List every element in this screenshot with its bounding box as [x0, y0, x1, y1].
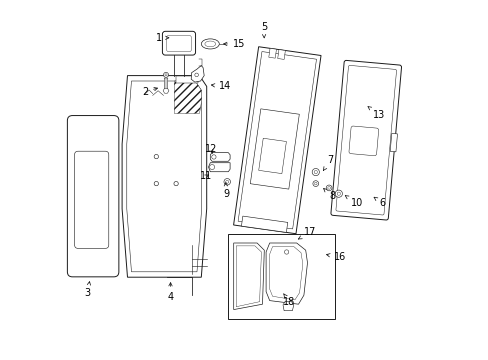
Text: 13: 13	[367, 107, 385, 120]
FancyBboxPatch shape	[162, 31, 195, 55]
Text: 8: 8	[323, 189, 335, 201]
Text: 16: 16	[326, 252, 346, 262]
Text: 17: 17	[298, 227, 316, 239]
Polygon shape	[210, 153, 230, 161]
Circle shape	[312, 181, 318, 186]
Polygon shape	[122, 76, 206, 277]
Text: 18: 18	[283, 294, 295, 307]
FancyBboxPatch shape	[348, 126, 378, 156]
Polygon shape	[174, 81, 201, 113]
FancyBboxPatch shape	[335, 66, 396, 215]
Polygon shape	[163, 88, 168, 93]
Polygon shape	[233, 243, 264, 310]
Polygon shape	[208, 163, 230, 172]
Bar	[268, 48, 276, 58]
Bar	[241, 216, 287, 233]
Bar	[239, 53, 315, 228]
Bar	[233, 47, 320, 234]
Polygon shape	[269, 247, 302, 300]
Text: 4: 4	[167, 283, 173, 302]
Circle shape	[313, 170, 317, 174]
Circle shape	[211, 155, 216, 159]
Text: 2: 2	[142, 87, 157, 97]
Circle shape	[224, 179, 230, 185]
Polygon shape	[164, 78, 167, 89]
FancyBboxPatch shape	[67, 116, 119, 277]
Circle shape	[225, 180, 228, 183]
FancyBboxPatch shape	[330, 60, 401, 220]
Polygon shape	[191, 66, 204, 82]
Circle shape	[314, 182, 316, 185]
Circle shape	[337, 192, 340, 195]
Circle shape	[327, 186, 330, 189]
Circle shape	[284, 250, 288, 254]
Circle shape	[174, 181, 178, 186]
Ellipse shape	[201, 39, 219, 49]
Bar	[258, 138, 286, 174]
Circle shape	[164, 74, 167, 76]
Text: 9: 9	[223, 183, 228, 199]
Text: 14: 14	[211, 81, 230, 91]
Circle shape	[335, 190, 342, 197]
Bar	[250, 109, 299, 189]
Polygon shape	[265, 243, 307, 304]
Bar	[277, 50, 285, 59]
Polygon shape	[283, 301, 293, 311]
Text: 7: 7	[323, 155, 333, 170]
Text: 1: 1	[156, 33, 168, 43]
Circle shape	[163, 72, 168, 77]
Polygon shape	[126, 81, 201, 272]
Circle shape	[311, 168, 319, 176]
Polygon shape	[176, 76, 197, 83]
FancyBboxPatch shape	[166, 36, 191, 51]
Text: 5: 5	[260, 22, 266, 38]
Bar	[228, 234, 334, 319]
Bar	[238, 51, 316, 229]
Circle shape	[209, 165, 214, 170]
Circle shape	[194, 73, 198, 77]
Text: 6: 6	[373, 197, 385, 208]
FancyBboxPatch shape	[75, 151, 108, 248]
Circle shape	[154, 154, 158, 159]
Text: 11: 11	[199, 171, 211, 181]
Circle shape	[325, 185, 331, 191]
Circle shape	[154, 181, 158, 186]
Text: 10: 10	[345, 195, 362, 208]
Bar	[389, 134, 397, 152]
Text: 15: 15	[223, 39, 245, 49]
Text: 12: 12	[204, 144, 217, 154]
Polygon shape	[236, 246, 261, 307]
Ellipse shape	[204, 41, 215, 47]
Text: 3: 3	[84, 282, 90, 298]
